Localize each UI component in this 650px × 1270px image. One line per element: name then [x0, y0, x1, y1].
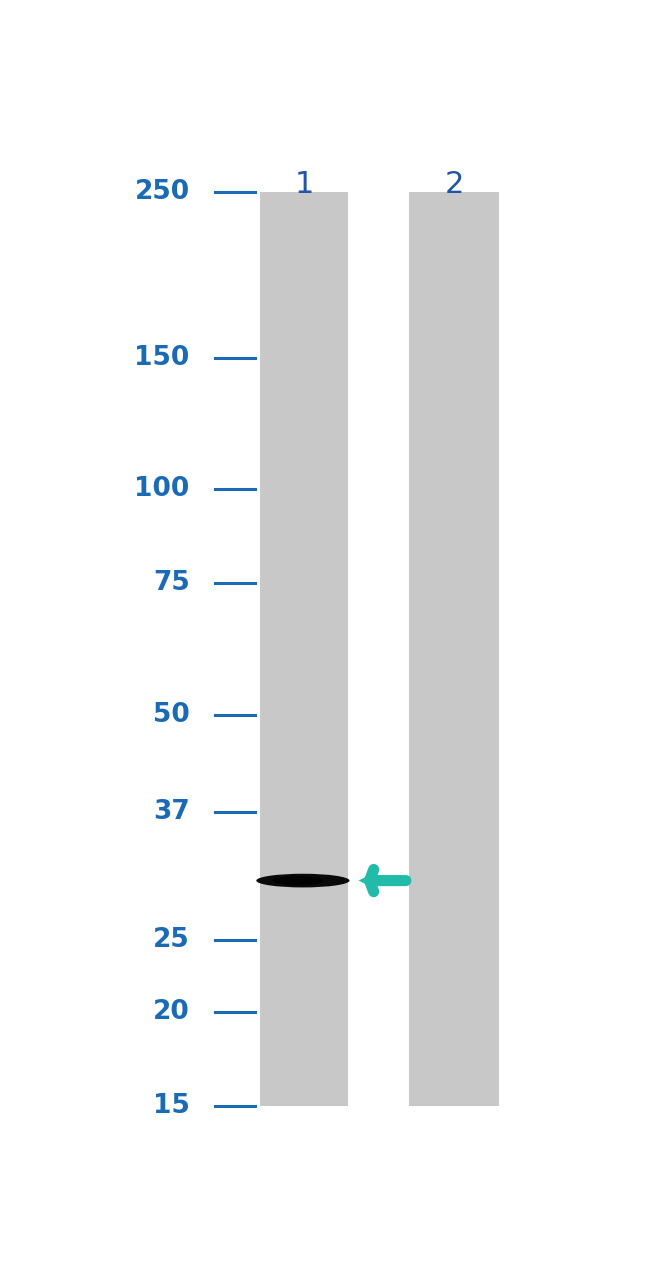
Text: 150: 150 [135, 344, 190, 371]
Text: 15: 15 [153, 1093, 190, 1119]
Bar [260, 192, 348, 1106]
Text: 25: 25 [153, 927, 190, 952]
Text: 75: 75 [153, 570, 190, 596]
Text: 250: 250 [135, 179, 190, 204]
Ellipse shape [272, 876, 324, 885]
Text: 37: 37 [153, 799, 190, 826]
Text: 20: 20 [153, 999, 190, 1025]
Bar [409, 192, 499, 1106]
Text: 1: 1 [294, 170, 314, 199]
Text: 2: 2 [445, 170, 463, 199]
Text: 50: 50 [153, 701, 190, 728]
Ellipse shape [256, 874, 350, 888]
Text: 100: 100 [135, 476, 190, 503]
